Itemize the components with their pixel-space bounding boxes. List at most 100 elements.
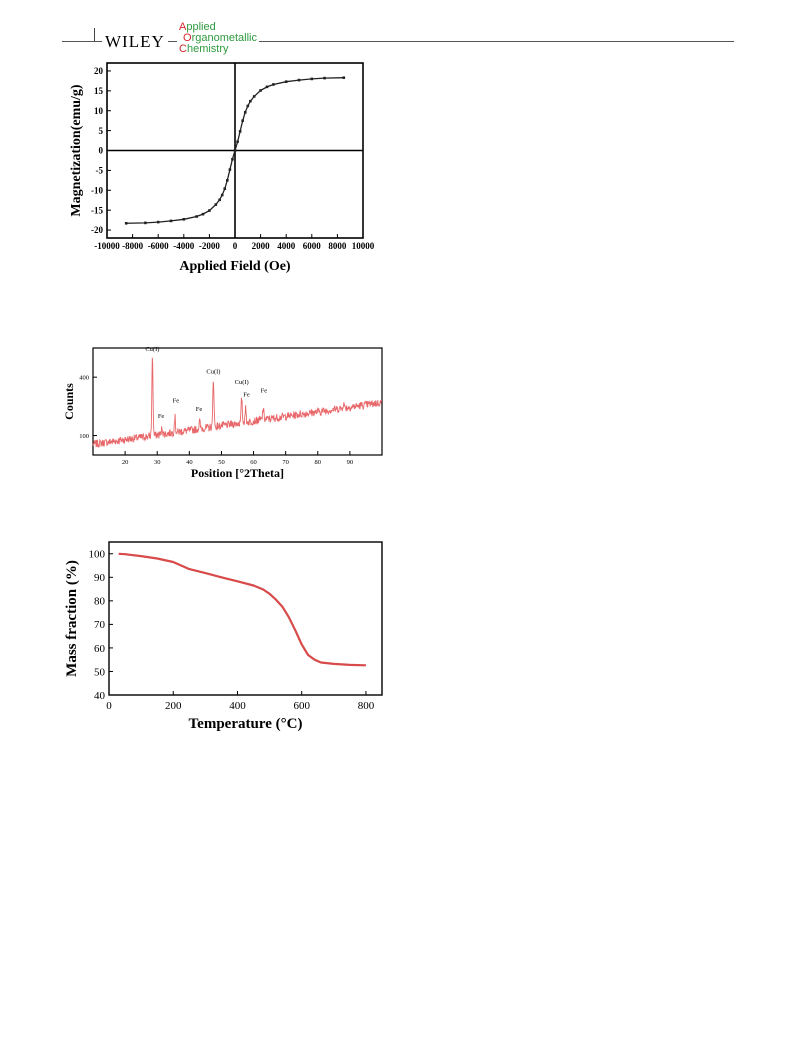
y-tick-label: -15: [91, 205, 103, 215]
data-point: [201, 212, 205, 216]
x-tick-label: 60: [250, 459, 257, 466]
data-point: [297, 78, 301, 82]
x-tick-label: -2000: [199, 241, 220, 251]
peak-label: Fe: [261, 388, 268, 395]
data-point: [226, 179, 229, 182]
x-tick-label: 800: [358, 700, 375, 712]
peak-label: Fe: [243, 392, 250, 399]
x-tick-label: 80: [315, 459, 322, 466]
publisher-logo: WILEY: [102, 33, 168, 50]
y-tick-label: 50: [94, 666, 106, 678]
x-axis-label: Position [°2Theta]: [191, 466, 284, 480]
y-tick-label: 20: [94, 66, 104, 76]
series-line: [92, 357, 383, 449]
data-point: [241, 119, 244, 122]
data-point: [124, 221, 128, 225]
x-tick-label: 20: [122, 459, 129, 466]
y-tick-label: -20: [91, 225, 103, 235]
journal-title-line-1: Applied: [179, 21, 216, 33]
journal-title-line-2: Organometallic: [183, 32, 257, 44]
data-point: [265, 85, 269, 89]
journal-title: Applied Organometallic Chemistry: [177, 22, 259, 55]
data-point: [208, 209, 211, 212]
data-point: [233, 149, 237, 152]
y-tick-label: 0: [99, 146, 104, 156]
data-point: [169, 219, 173, 223]
data-point: [195, 215, 198, 218]
journal-title-line-3: Chemistry: [179, 43, 229, 55]
peak-label: Fe: [196, 406, 203, 413]
y-tick-label: 15: [94, 86, 104, 96]
data-point: [252, 95, 256, 98]
data-point: [214, 203, 218, 206]
data-point: [259, 89, 262, 92]
x-tick-label: 10000: [352, 241, 375, 251]
peak-label: Cu(I): [206, 368, 220, 375]
x-tick-label: -10000: [94, 241, 120, 251]
y-tick-label: 40: [94, 690, 106, 702]
data-point: [246, 104, 250, 108]
data-point: [228, 168, 232, 171]
y-tick-label: -5: [96, 166, 104, 176]
y-tick-label: 100: [79, 433, 89, 440]
magnetization-chart: -10000 -8000 -6000 -4000 -2000 0 2000 4000 6000 8…: [69, 62, 375, 274]
x-tick-label: 90: [347, 459, 354, 466]
y-axis-label: Counts: [62, 383, 76, 420]
x-tick-label: 0: [106, 700, 112, 712]
data-point: [231, 157, 234, 161]
header-rule: [62, 41, 734, 42]
data-point: [272, 83, 275, 86]
plot-frame: [92, 347, 383, 456]
plot-frame: [108, 541, 383, 696]
y-tick-label: 10: [94, 106, 104, 116]
data-point: [223, 187, 227, 190]
y-tick-label: 80: [94, 596, 106, 608]
x-tick-label: 0: [233, 241, 238, 251]
y-tick-label: 100: [89, 549, 106, 561]
data-point: [323, 76, 326, 80]
y-tick-label: -10: [91, 185, 103, 195]
tga-chart: 0 200 400 600 800 40 50 60 70 80 90 100 Temperature …: [64, 541, 383, 732]
x-tick-label: 6000: [303, 241, 322, 251]
y-axis-label: Magnetization(emu/g): [69, 84, 84, 217]
data-point: [220, 193, 224, 197]
data-point: [249, 99, 252, 103]
data-point: [243, 111, 247, 114]
data-point: [182, 218, 186, 221]
peak-label: Cu(I): [235, 379, 249, 386]
data-point: [238, 130, 242, 133]
data-point: [144, 221, 147, 225]
data-point: [284, 80, 288, 83]
x-tick-label: 50: [218, 459, 225, 466]
data-point: [156, 220, 160, 224]
x-axis-label: Temperature (°C): [189, 716, 303, 732]
y-tick-label: 60: [94, 643, 106, 655]
y-tick-label: 70: [94, 619, 106, 631]
x-tick-label: 400: [229, 700, 246, 712]
data-point: [218, 198, 221, 202]
xrd-chart: 20 30 40 50 60 70 80 90 100 400 Position [°2Theta]…: [62, 346, 383, 480]
x-tick-label: -6000: [148, 241, 169, 251]
y-tick-label: 400: [79, 374, 89, 381]
x-tick-label: 30: [154, 459, 161, 466]
x-axis-label: Applied Field (Oe): [179, 259, 291, 274]
x-tick-label: 4000: [277, 241, 296, 251]
x-tick-label: 200: [165, 700, 182, 712]
x-tick-label: -4000: [173, 241, 194, 251]
x-tick-label: 2000: [252, 241, 271, 251]
x-tick-label: 40: [186, 459, 193, 466]
series-line: [118, 552, 366, 667]
x-tick-label: 70: [282, 459, 289, 466]
x-tick-label: -8000: [122, 241, 143, 251]
header-tick: [94, 28, 95, 42]
x-tick-label: 600: [293, 700, 310, 712]
y-tick-label: 90: [94, 572, 106, 584]
y-axis-label: Mass fraction (%): [64, 560, 80, 677]
data-point: [236, 140, 239, 144]
x-tick-label: 8000: [328, 241, 347, 251]
data-point: [310, 77, 314, 81]
y-tick-label: 5: [99, 126, 104, 136]
data-point: [342, 76, 346, 80]
peak-label: Cu(I): [145, 346, 159, 353]
peak-label: Fe: [158, 413, 165, 420]
